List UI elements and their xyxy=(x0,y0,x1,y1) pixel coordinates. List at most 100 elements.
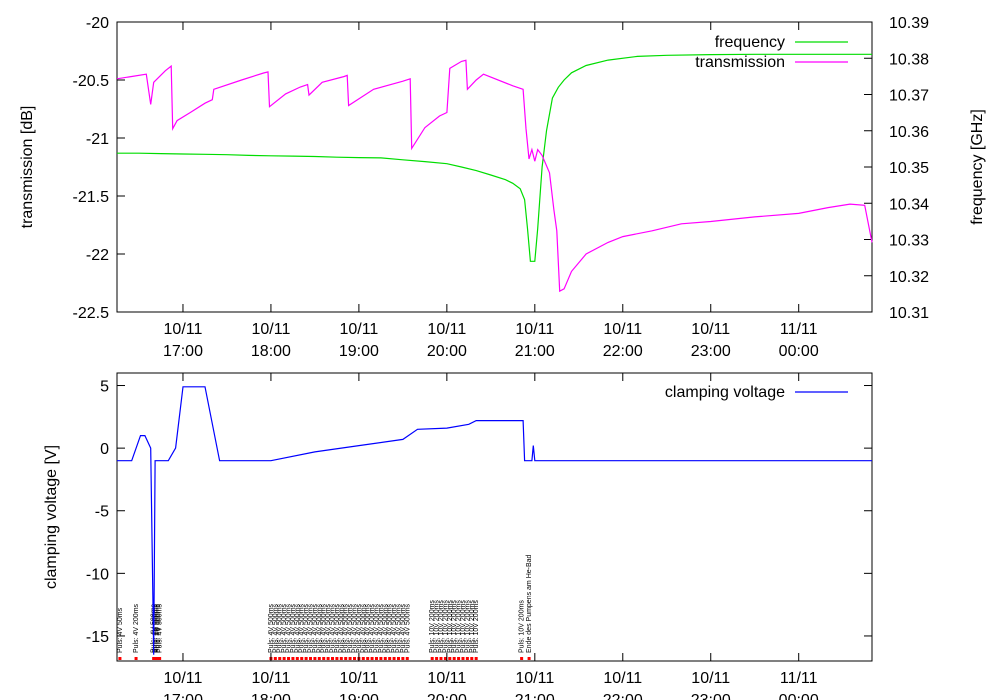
annotation-label: Puls: 4V 500ms xyxy=(290,603,297,653)
annotation-marker xyxy=(401,657,405,660)
annotation-marker xyxy=(443,657,447,660)
bottom-x-tick-date: 10/11 xyxy=(603,670,642,687)
bottom-x-tick-time: 21:00 xyxy=(515,692,555,700)
top-series-group xyxy=(116,53,873,293)
annotation-marker xyxy=(352,657,356,660)
annotation-marker xyxy=(331,657,335,660)
bottom-x-tick-date: 10/11 xyxy=(691,670,730,687)
annotation-label: Puls: 4V 500ms xyxy=(157,603,164,653)
top-x-tick-time: 18:00 xyxy=(251,343,291,360)
annotation-marker xyxy=(348,657,352,660)
annotation-marker xyxy=(344,657,348,660)
annotation-label: Puls: 10V 200ms xyxy=(447,600,454,653)
annotation-marker xyxy=(452,657,456,660)
annotation-label: Puls: 4V 500ms xyxy=(154,603,161,653)
annotation-marker xyxy=(388,657,392,660)
annotation-marker xyxy=(317,657,321,660)
annotation-marker xyxy=(435,657,439,660)
annotation-marker xyxy=(374,657,378,660)
top-left-tick-label: -20 xyxy=(86,15,109,32)
annotation-marker xyxy=(300,657,304,660)
bottom-x-tick-date: 10/11 xyxy=(427,670,466,687)
bottom-x-tick-time: 00:00 xyxy=(779,692,819,700)
series-line-transmission xyxy=(116,59,873,293)
bottom-x-tick-time: 17:00 xyxy=(163,692,203,700)
bottom-x-tick-time: 22:00 xyxy=(603,692,643,700)
annotation-marker xyxy=(322,657,326,660)
annotation-label: Puls: 10V 200ms xyxy=(473,600,480,653)
annotation-marker xyxy=(383,657,387,660)
annotation-marker xyxy=(448,657,452,660)
top-right-tick-label: 10.31 xyxy=(889,305,929,322)
top-left-tick-label: -21 xyxy=(86,131,109,148)
top-right-axis-title: frequency [GHz] xyxy=(969,109,986,225)
annotation-label: Puls: 4V 500ms xyxy=(308,603,315,653)
annotation-label: Puls: 4V 500ms xyxy=(360,603,367,653)
annotation-marker xyxy=(309,657,313,660)
annotation-marker xyxy=(470,657,474,660)
top-x-tick-time: 22:00 xyxy=(603,343,643,360)
annotation-marker xyxy=(457,657,461,660)
top-left-tick-label: -21.5 xyxy=(73,189,110,206)
annotation-label: Puls: 4V 500ms xyxy=(387,603,394,653)
annotation-label: Puls: 10V 200ms xyxy=(464,600,471,653)
annotation-marker xyxy=(474,657,478,660)
annotation-marker xyxy=(158,657,162,660)
annotation-marker xyxy=(339,657,343,660)
top-right-tick-label: 10.32 xyxy=(889,269,929,286)
annotation-marker xyxy=(527,657,531,660)
annotation-marker xyxy=(430,657,434,660)
top-x-tick-date: 10/11 xyxy=(603,321,642,338)
top-x-tick-date: 10/11 xyxy=(252,321,291,338)
annotation-label: Puls: 4V 200ms xyxy=(133,603,140,653)
annotation-label: Puls: 10V 200ms xyxy=(460,600,467,653)
bottom-axis-title: clamping voltage [V] xyxy=(43,445,60,589)
bottom-legend: clamping voltage xyxy=(665,384,848,401)
annotation-label: Puls: 4V 500ms xyxy=(294,603,301,653)
annotation-label: Puls: 4V 500ms xyxy=(303,603,310,653)
top-left-tick-label: -20.5 xyxy=(73,73,110,90)
annotation-label: Puls: 4V 500ms xyxy=(286,603,293,653)
annotation-label: Puls: 10V 200ms xyxy=(519,600,526,653)
annotation-marker xyxy=(361,657,365,660)
annotation-label: Puls: 4V 500ms xyxy=(281,603,288,653)
annotation-label: Puls: 4V 500ms xyxy=(356,603,363,653)
annotation-label: Puls: 10V 200ms xyxy=(469,600,476,653)
annotation-marker xyxy=(118,657,122,660)
annotation-label: Puls: 4V 500ms xyxy=(312,603,319,653)
bottom-left-tick-label: 0 xyxy=(100,441,109,458)
annotation-label: Puls: 10V 200ms xyxy=(434,600,441,653)
top-x-tick-date: 10/11 xyxy=(691,321,730,338)
bottom-x-tick-date: 10/11 xyxy=(339,670,378,687)
top-right-tick-label: 10.38 xyxy=(889,51,929,68)
annotation-label: Puls: 4V 500ms xyxy=(351,603,358,653)
bottom-x-tick-date: 10/11 xyxy=(164,670,203,687)
top-x-tick-time: 19:00 xyxy=(339,343,379,360)
annotation-marker xyxy=(326,657,330,660)
annotation-label: Puls: 4V 500ms xyxy=(382,603,389,653)
bottom-left-tick-label: -10 xyxy=(86,566,109,583)
series-line-clamping-voltage xyxy=(117,386,872,655)
bottom-x-tick-time: 18:00 xyxy=(251,692,291,700)
annotation-label: Puls: 4V 500ms xyxy=(400,603,407,653)
annotation-marker xyxy=(291,657,295,660)
annotation-label: Puls: 4V 500ms xyxy=(268,603,275,653)
top-x-tick-date: 11/11 xyxy=(780,321,818,338)
bottom-x-tick-time: 20:00 xyxy=(427,692,467,700)
top-x-tick-time: 21:00 xyxy=(515,343,555,360)
annotation-label: Puls: 10V 200ms xyxy=(456,600,463,653)
bottom-x-tick-time: 23:00 xyxy=(691,692,731,700)
annotation-marker xyxy=(273,657,277,660)
bottom-chart-panel: Puls: 4V 50ms Puls: 4V 200ms Puls: 4V 500m… xyxy=(43,372,873,700)
top-x-tick-time: 17:00 xyxy=(163,343,203,360)
annotation-label: Puls: 4V 500ms xyxy=(277,603,284,653)
top-right-tick-label: 10.34 xyxy=(889,196,929,213)
top-x-tick-date: 10/11 xyxy=(427,321,466,338)
annotation-label: Puls: 4V 500ms xyxy=(343,603,350,653)
top-right-tick-label: 10.39 xyxy=(889,15,929,32)
bottom-left-tick-label: -5 xyxy=(95,504,109,521)
annotation-label: Puls: 4V 500ms xyxy=(391,603,398,653)
top-x-tick-time: 20:00 xyxy=(427,343,467,360)
